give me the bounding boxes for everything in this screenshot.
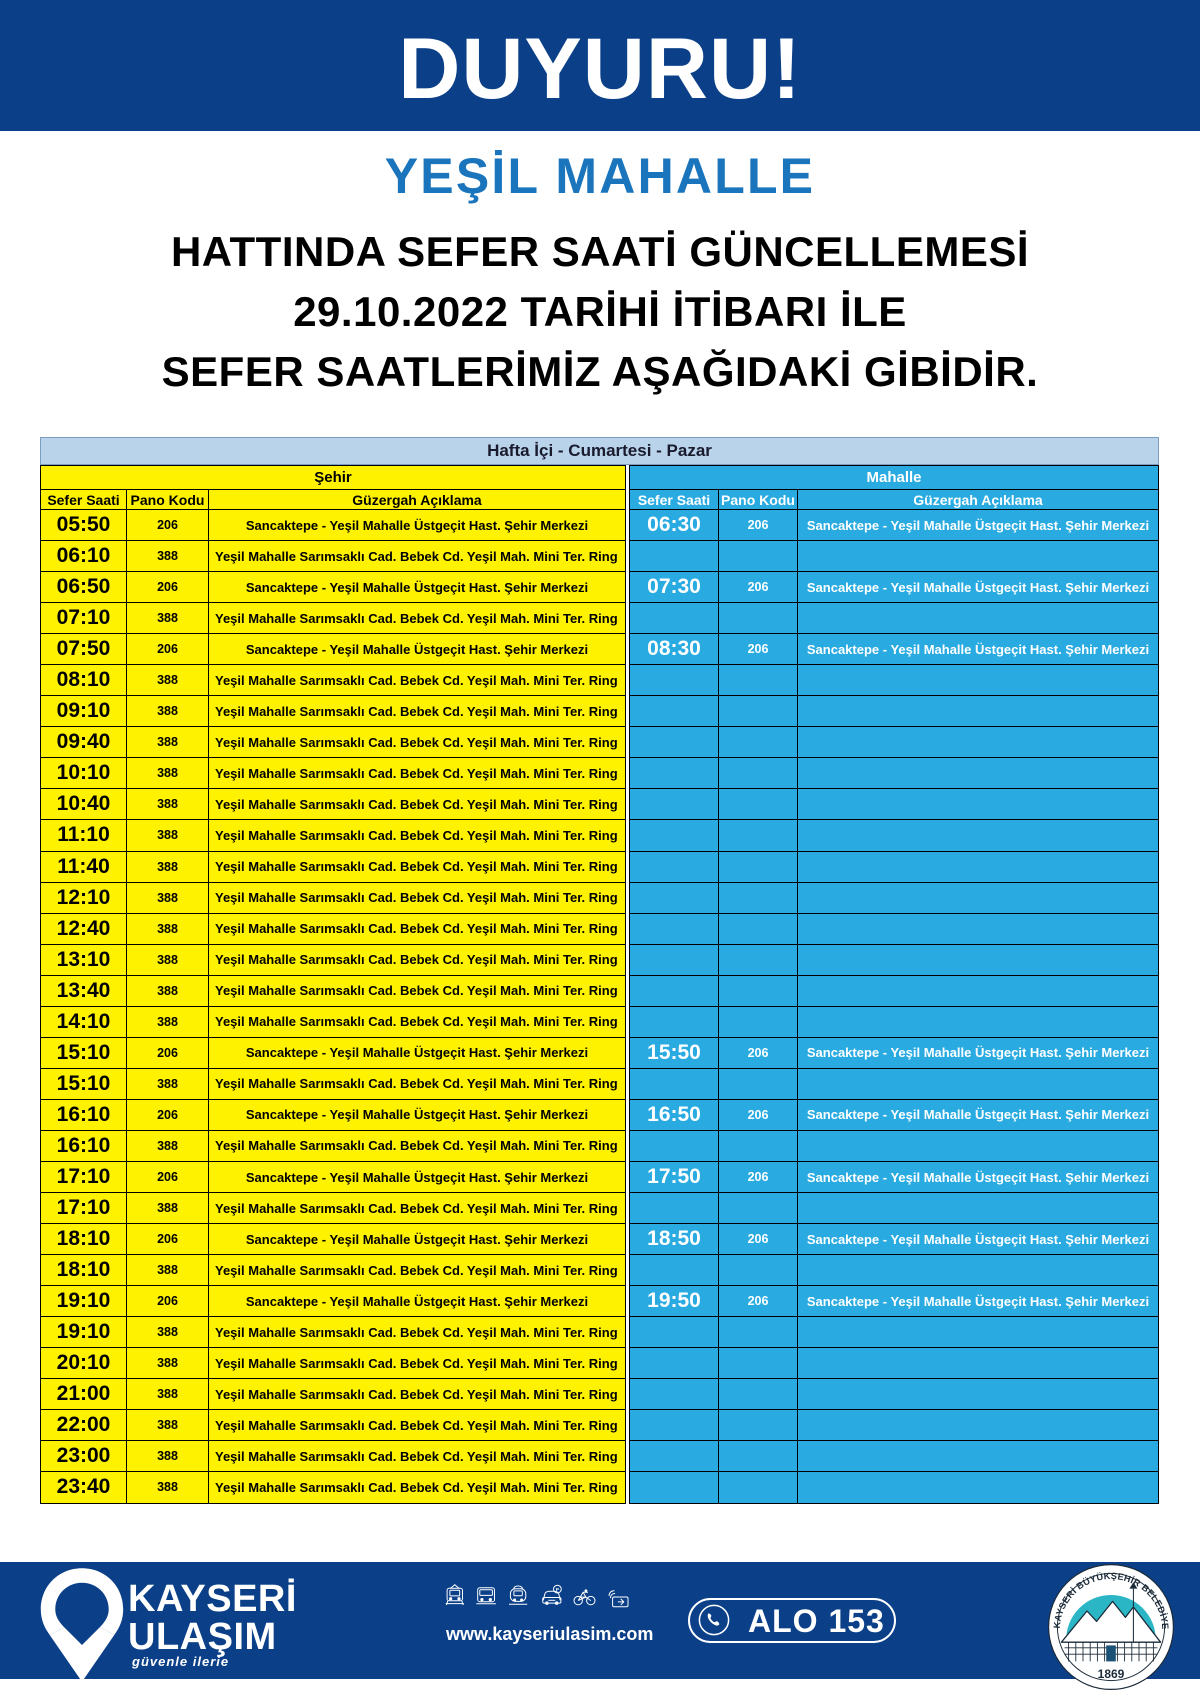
svg-text:1869: 1869 bbox=[1098, 1667, 1125, 1681]
svg-text:P: P bbox=[556, 1587, 559, 1592]
